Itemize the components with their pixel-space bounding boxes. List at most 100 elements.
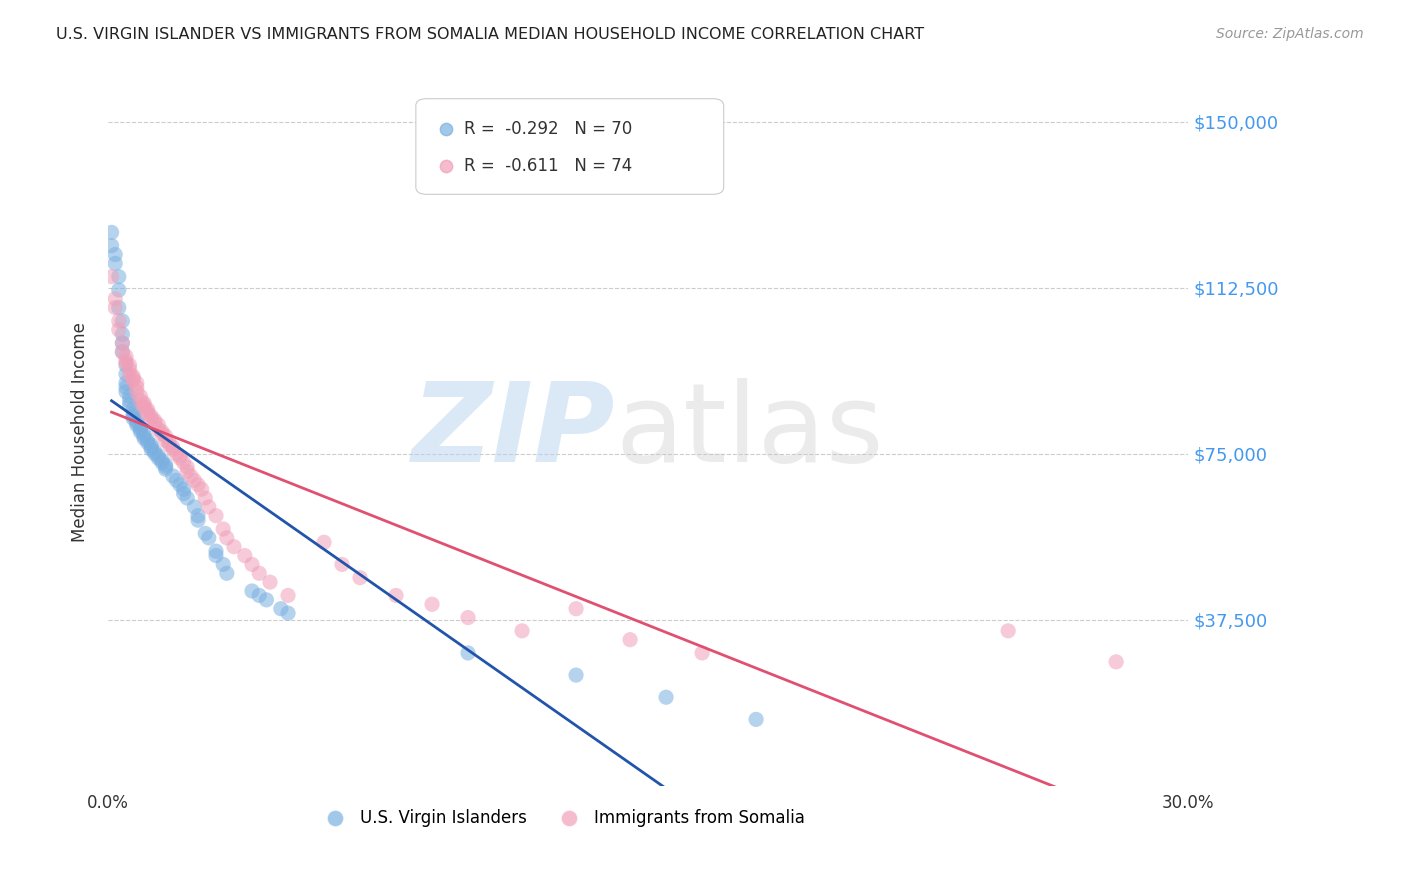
Point [132, 431, 155, 445]
Point [194, 526, 217, 541]
Point [111, 345, 134, 359]
Point [457, 646, 479, 660]
Point [150, 453, 173, 467]
Point [312, 535, 335, 549]
Point [136, 407, 159, 421]
Point [141, 409, 163, 423]
Point [215, 531, 238, 545]
Point [122, 407, 145, 421]
Point [129, 389, 152, 403]
Point [132, 401, 155, 415]
Point [122, 369, 145, 384]
Point [125, 416, 148, 430]
Point [205, 549, 228, 563]
Point [240, 558, 263, 572]
Point [143, 413, 166, 427]
Point [169, 477, 191, 491]
Point [165, 447, 187, 461]
Point [104, 256, 127, 270]
Point [118, 398, 141, 412]
Point [690, 646, 713, 660]
Point [162, 440, 184, 454]
Point [107, 269, 129, 284]
Point [104, 292, 127, 306]
Point [100, 226, 122, 240]
Text: R =  -0.611   N = 74: R = -0.611 N = 74 [464, 157, 633, 175]
Point [143, 444, 166, 458]
Point [169, 451, 191, 466]
Point [155, 460, 177, 475]
Point [115, 380, 138, 394]
Point [150, 426, 173, 441]
Point [115, 367, 138, 381]
Point [187, 508, 209, 523]
Y-axis label: Median Household Income: Median Household Income [72, 322, 89, 541]
Point [420, 597, 443, 611]
Point [122, 371, 145, 385]
Point [132, 426, 155, 441]
Point [198, 500, 221, 514]
Point [122, 402, 145, 417]
Point [157, 438, 180, 452]
Point [157, 435, 180, 450]
Point [215, 566, 238, 581]
Point [141, 438, 163, 452]
Point [150, 456, 173, 470]
Point [240, 584, 263, 599]
Point [111, 314, 134, 328]
Point [222, 540, 245, 554]
Point [107, 314, 129, 328]
Point [155, 458, 177, 472]
Point [205, 544, 228, 558]
Point [115, 356, 138, 370]
Point [125, 380, 148, 394]
Point [143, 447, 166, 461]
Point [176, 460, 198, 475]
Point [129, 425, 152, 439]
Point [198, 531, 221, 545]
Point [187, 513, 209, 527]
Point [169, 449, 191, 463]
Point [180, 469, 202, 483]
Point [330, 558, 353, 572]
Point [100, 238, 122, 252]
Point [212, 558, 235, 572]
Point [141, 411, 163, 425]
Point [270, 601, 292, 615]
Point [247, 589, 270, 603]
Point [104, 247, 127, 261]
Point [141, 440, 163, 454]
Point [655, 690, 678, 705]
Point [100, 269, 122, 284]
Point [190, 482, 212, 496]
Point [115, 353, 138, 368]
Point [118, 389, 141, 403]
Point [173, 456, 195, 470]
Point [115, 349, 138, 363]
Point [136, 402, 159, 417]
Point [148, 449, 170, 463]
Point [104, 301, 127, 315]
Point [259, 575, 281, 590]
Point [619, 632, 641, 647]
Point [510, 624, 533, 638]
Point [565, 601, 588, 615]
Point [148, 451, 170, 466]
Point [254, 592, 277, 607]
Point [155, 434, 177, 448]
Point [176, 491, 198, 505]
Point [173, 482, 195, 496]
Point [194, 491, 217, 505]
Point [122, 374, 145, 388]
Point [115, 358, 138, 372]
Point [125, 376, 148, 390]
Point [165, 473, 187, 487]
Point [150, 425, 173, 439]
Point [997, 624, 1019, 638]
Point [277, 589, 299, 603]
Point [745, 712, 768, 726]
Point [183, 473, 205, 487]
Point [162, 469, 184, 483]
Point [129, 393, 152, 408]
Point [1223, 779, 1246, 793]
